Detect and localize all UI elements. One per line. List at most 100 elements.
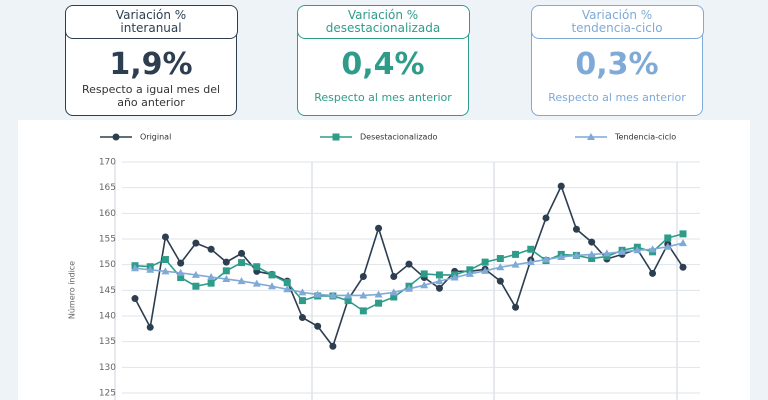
- marker: [283, 279, 291, 287]
- marker: [146, 265, 155, 273]
- marker: [390, 293, 398, 301]
- marker: [496, 255, 504, 263]
- marker: [177, 274, 185, 281]
- marker: [511, 260, 520, 268]
- marker: [176, 268, 185, 276]
- marker: [618, 247, 627, 255]
- marker: [192, 239, 200, 247]
- marker: [329, 342, 337, 350]
- card-value: 0,3%: [575, 47, 659, 82]
- marker: [557, 252, 566, 260]
- marker: [131, 264, 139, 272]
- legend-label: Desestacionalizado: [360, 133, 437, 142]
- marker: [466, 266, 474, 274]
- marker: [527, 245, 535, 253]
- marker: [252, 279, 261, 287]
- y-tick-label: 165: [99, 183, 116, 193]
- marker: [374, 290, 383, 298]
- marker: [420, 281, 429, 289]
- y-tick-label: 170: [99, 158, 116, 168]
- marker: [481, 266, 490, 274]
- card-title: Variación % tendencia-ciclo: [530, 5, 704, 39]
- marker: [633, 246, 642, 254]
- card-description: Respecto al mes anterior: [314, 91, 452, 104]
- stat-card: Variación % tendencia-ciclo 0,3% Respecto …: [530, 5, 704, 116]
- marker: [496, 263, 505, 271]
- marker: [481, 258, 489, 266]
- marker: [192, 282, 200, 290]
- marker: [679, 263, 687, 271]
- card-description: Respecto al mes anterior: [548, 91, 686, 104]
- marker: [664, 234, 672, 242]
- marker: [161, 233, 169, 241]
- legend-marker: [587, 133, 595, 140]
- legend-label: Original: [140, 133, 171, 142]
- marker: [465, 269, 474, 277]
- y-axis-label: Número índice: [68, 261, 77, 319]
- marker: [207, 245, 215, 253]
- marker: [283, 285, 292, 293]
- marker: [268, 271, 276, 279]
- y-tick-label: 150: [99, 260, 116, 270]
- card-value: 0,4%: [341, 47, 425, 82]
- marker: [526, 258, 535, 266]
- y-tick-label: 155: [99, 235, 116, 245]
- marker: [588, 238, 596, 246]
- marker: [131, 295, 139, 303]
- marker: [222, 267, 230, 275]
- marker: [359, 307, 367, 315]
- marker: [649, 269, 657, 277]
- marker: [177, 259, 185, 267]
- marker: [161, 267, 170, 275]
- marker: [512, 303, 520, 311]
- marker: [207, 279, 215, 287]
- marker: [238, 249, 246, 257]
- marker: [572, 251, 581, 259]
- marker: [435, 271, 443, 279]
- y-tick-label: 140: [99, 312, 116, 322]
- marker: [603, 252, 611, 260]
- marker: [222, 258, 230, 266]
- card-title: Variación % desestacionalizada: [296, 5, 470, 39]
- card-value: 1,9%: [109, 47, 193, 82]
- marker: [390, 272, 398, 280]
- marker: [557, 182, 565, 190]
- marker: [268, 282, 276, 290]
- marker: [238, 259, 246, 267]
- y-tick-label: 160: [99, 209, 116, 219]
- marker: [298, 314, 306, 322]
- stat-card: Variación % interanual 1,9% Respecto a igu…: [64, 5, 238, 116]
- marker: [572, 225, 580, 233]
- marker: [298, 297, 306, 305]
- marker: [375, 224, 383, 232]
- y-tick-label: 145: [99, 286, 116, 296]
- marker: [161, 256, 169, 264]
- card-title: Variación % interanual: [64, 5, 238, 39]
- y-tick-label: 130: [99, 363, 116, 373]
- marker: [344, 297, 352, 305]
- y-tick-label: 125: [99, 389, 116, 399]
- legend-marker: [112, 133, 120, 141]
- marker: [222, 275, 231, 283]
- marker: [496, 277, 504, 285]
- marker: [253, 263, 261, 271]
- marker: [588, 255, 596, 263]
- marker: [359, 291, 368, 299]
- marker: [314, 322, 322, 330]
- y-tick-label: 135: [99, 337, 116, 347]
- marker: [542, 255, 550, 263]
- marker: [389, 288, 398, 296]
- marker: [420, 270, 428, 278]
- marker: [405, 284, 413, 292]
- marker: [146, 323, 154, 331]
- marker: [435, 284, 443, 292]
- marker: [679, 239, 687, 247]
- marker: [587, 250, 596, 258]
- marker: [207, 272, 216, 280]
- card-description: Respecto a igual mes del año anterior: [81, 83, 221, 109]
- marker: [435, 277, 444, 285]
- marker: [359, 272, 367, 280]
- marker: [542, 214, 550, 222]
